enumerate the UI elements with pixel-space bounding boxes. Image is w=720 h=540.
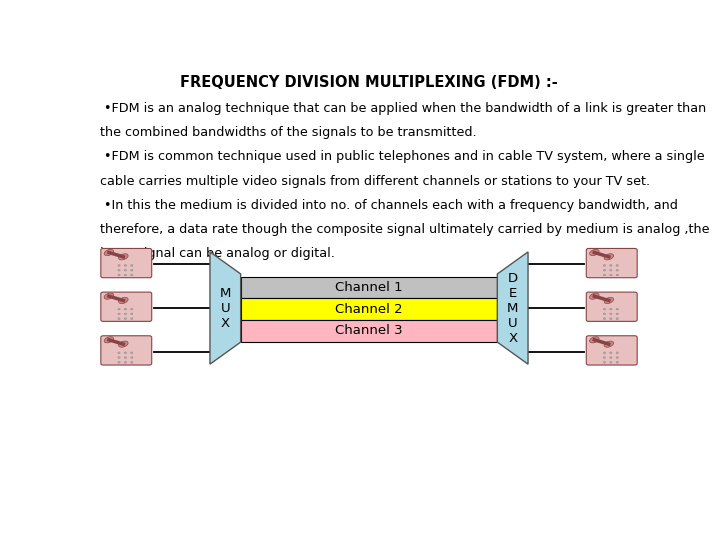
Circle shape [130,352,133,354]
Polygon shape [590,293,599,299]
Circle shape [125,269,127,271]
Circle shape [610,269,612,271]
Circle shape [125,318,127,320]
Circle shape [616,357,618,359]
Circle shape [616,269,618,271]
Circle shape [616,308,618,310]
Circle shape [603,352,606,354]
Circle shape [610,308,612,310]
Circle shape [125,308,127,310]
Circle shape [125,352,127,354]
Circle shape [130,361,133,363]
Circle shape [125,357,127,359]
Circle shape [118,274,120,276]
Polygon shape [104,293,114,299]
Circle shape [130,318,133,320]
Text: therefore, a data rate though the composite signal ultimately carried by medium : therefore, a data rate though the compos… [100,223,709,236]
FancyBboxPatch shape [101,248,152,278]
Bar [240,277,498,299]
Circle shape [125,274,127,276]
Polygon shape [119,298,128,303]
Circle shape [610,274,612,276]
Polygon shape [119,341,128,347]
Polygon shape [104,249,114,255]
Polygon shape [604,341,613,347]
Circle shape [610,352,612,354]
Circle shape [130,357,133,359]
Polygon shape [604,298,613,303]
Circle shape [610,361,612,363]
Circle shape [130,269,133,271]
Circle shape [616,265,618,266]
Circle shape [616,361,618,363]
Circle shape [603,308,606,310]
Text: FREQUENCY DIVISION MULTIPLEXING (FDM) :-: FREQUENCY DIVISION MULTIPLEXING (FDM) :- [180,75,558,90]
Circle shape [603,265,606,266]
Text: •FDM is common technique used in public telephones and in cable TV system, where: •FDM is common technique used in public … [100,151,705,164]
Circle shape [603,361,606,363]
Text: Channel 1: Channel 1 [336,281,402,294]
Text: M
U
X: M U X [220,287,231,329]
FancyBboxPatch shape [101,292,152,321]
Circle shape [125,265,127,266]
Text: •FDM is an analog technique that can be applied when the bandwidth of a link is : •FDM is an analog technique that can be … [100,102,706,115]
Circle shape [610,313,612,315]
Polygon shape [498,252,528,364]
FancyBboxPatch shape [101,336,152,365]
Circle shape [118,313,120,315]
Polygon shape [590,337,599,343]
Circle shape [118,269,120,271]
Circle shape [603,313,606,315]
Circle shape [130,313,133,315]
Circle shape [603,318,606,320]
Circle shape [130,274,133,276]
Circle shape [603,269,606,271]
Polygon shape [604,254,613,260]
Circle shape [616,274,618,276]
Circle shape [610,357,612,359]
Circle shape [118,352,120,354]
Circle shape [130,265,133,266]
Circle shape [616,318,618,320]
Text: cable carries multiple video signals from different channels or stations to your: cable carries multiple video signals fro… [100,174,650,187]
Circle shape [118,357,120,359]
Circle shape [118,308,120,310]
Circle shape [118,361,120,363]
Polygon shape [119,254,128,260]
Circle shape [118,265,120,266]
Bar [240,320,498,342]
Circle shape [616,352,618,354]
Bar [240,299,498,320]
Circle shape [125,313,127,315]
Text: Channel 3: Channel 3 [336,325,402,338]
Circle shape [610,318,612,320]
Polygon shape [210,252,240,364]
Circle shape [125,361,127,363]
Circle shape [603,274,606,276]
FancyBboxPatch shape [586,248,637,278]
Circle shape [118,318,120,320]
FancyBboxPatch shape [586,292,637,321]
Circle shape [603,357,606,359]
Circle shape [616,313,618,315]
Text: input signal can be analog or digital.: input signal can be analog or digital. [100,247,335,260]
Text: Channel 2: Channel 2 [336,303,402,316]
Text: D
E
M
U
X: D E M U X [507,272,518,345]
Text: the combined bandwidths of the signals to be transmitted.: the combined bandwidths of the signals t… [100,126,477,139]
FancyBboxPatch shape [586,336,637,365]
Text: •In this the medium is divided into no. of channels each with a frequency bandwi: •In this the medium is divided into no. … [100,199,678,212]
Circle shape [130,308,133,310]
Polygon shape [104,337,114,343]
Polygon shape [590,249,599,255]
Circle shape [610,265,612,266]
